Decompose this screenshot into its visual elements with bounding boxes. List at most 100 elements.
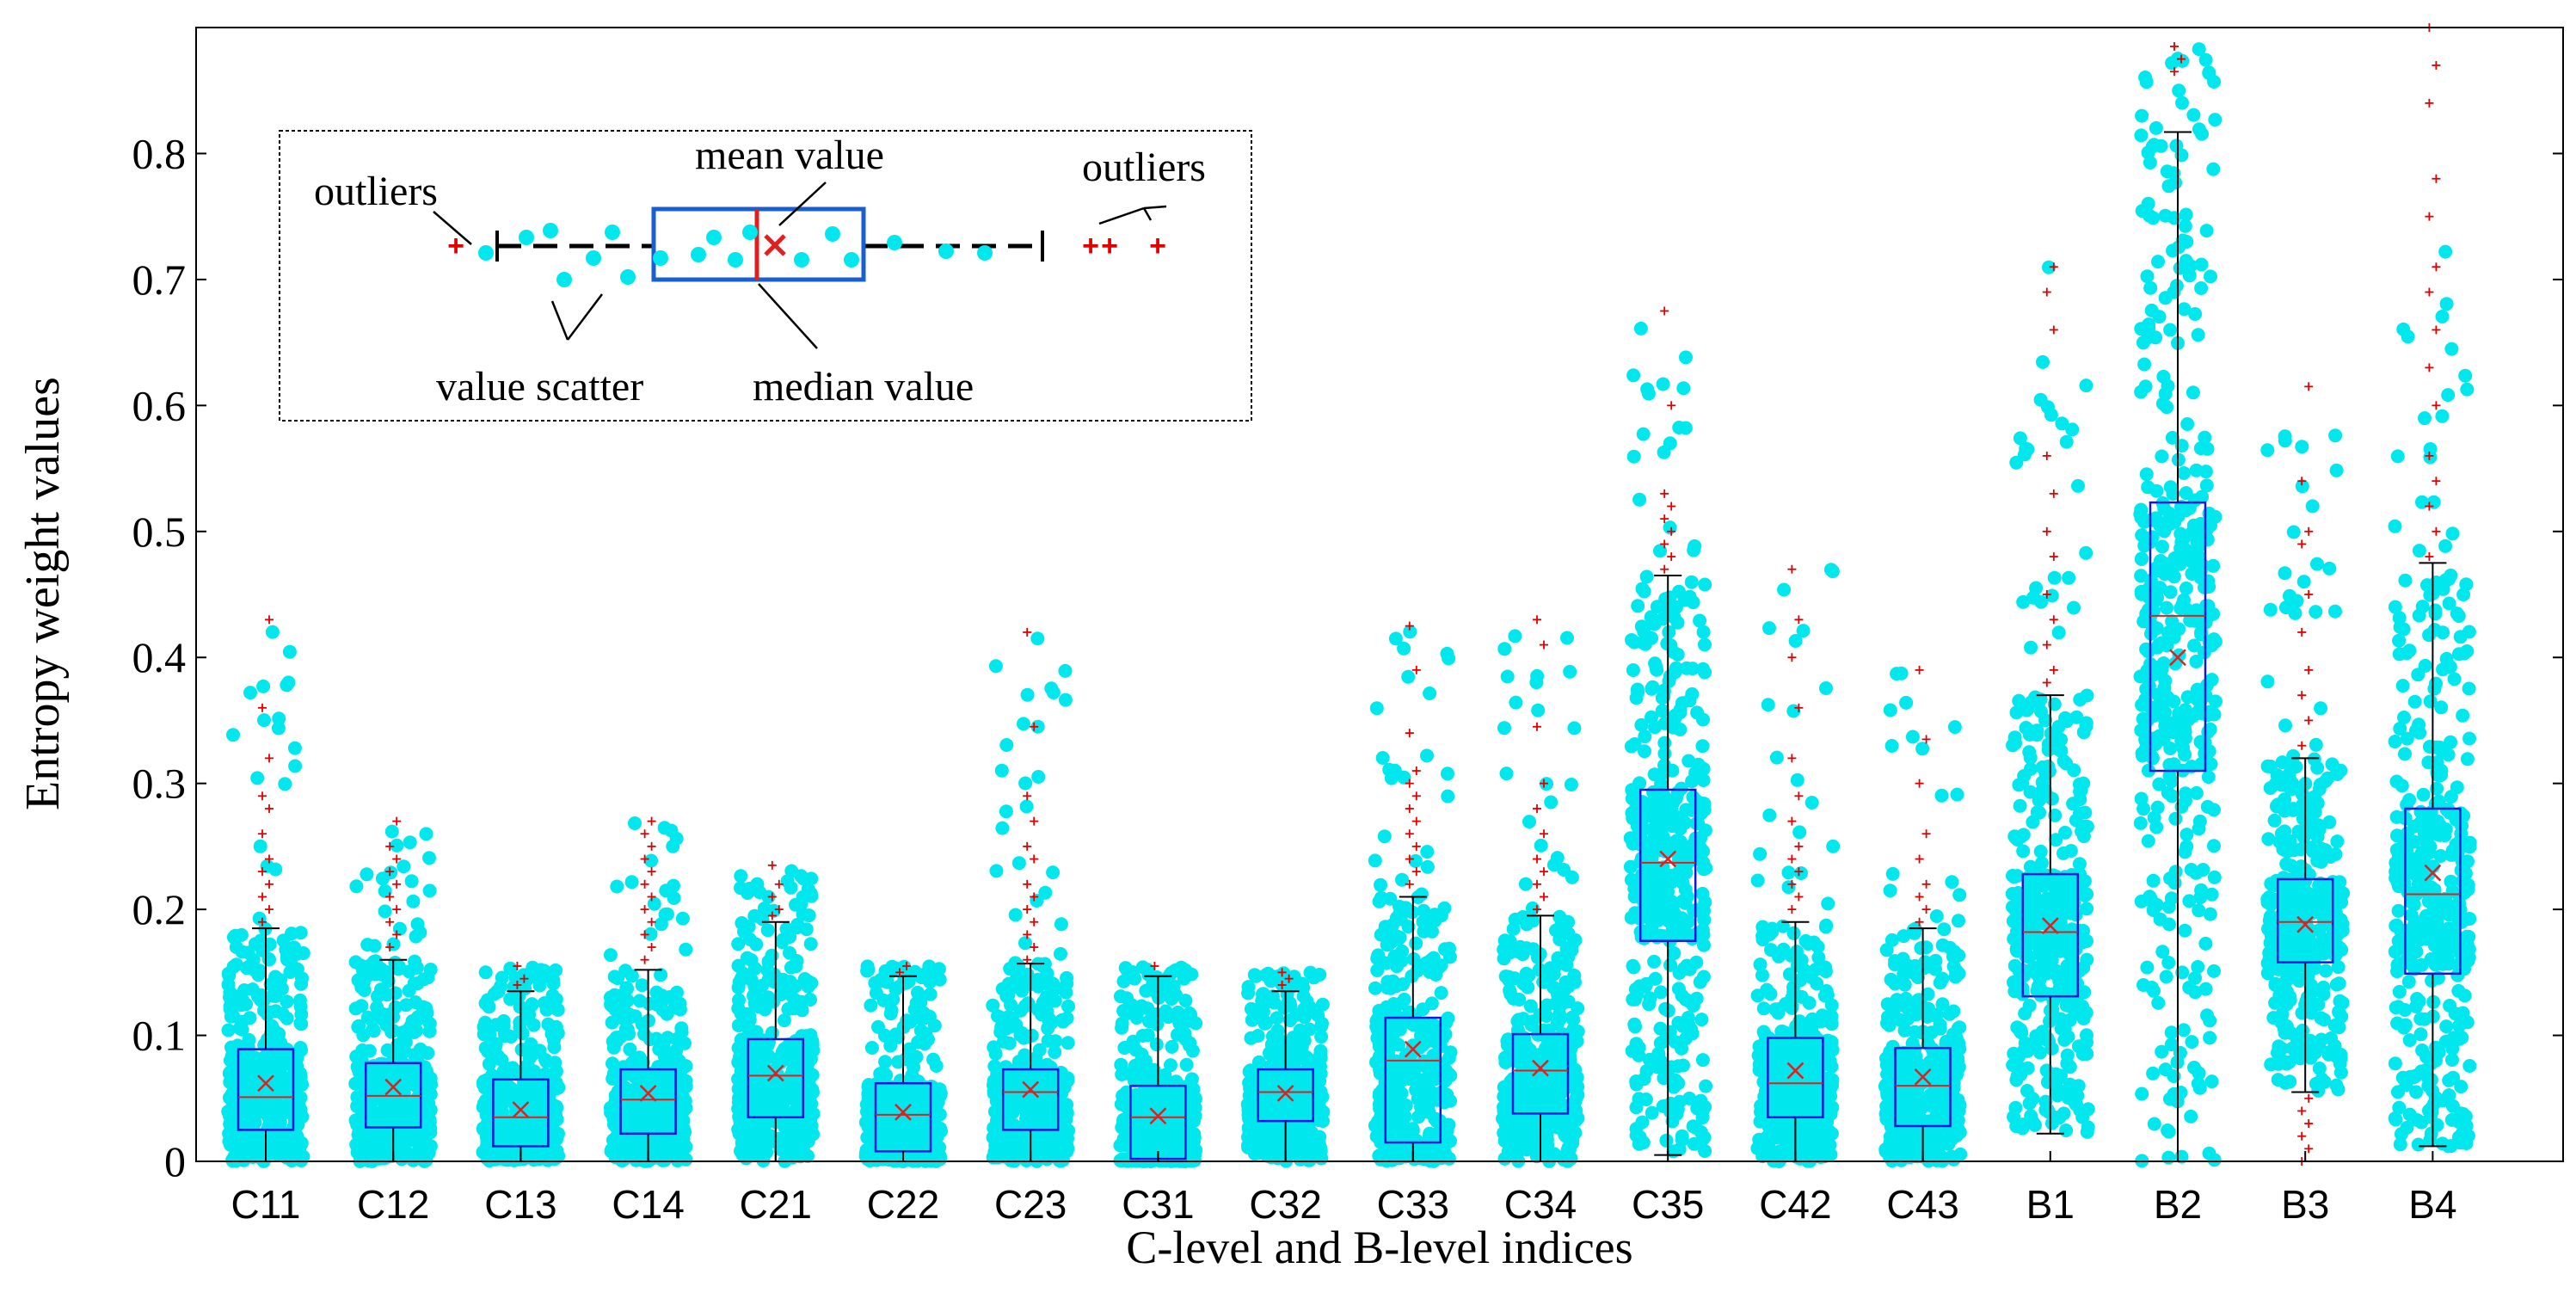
box-C33 bbox=[1384, 1016, 1442, 1144]
value-scatter-C42 bbox=[1750, 563, 1841, 1168]
x-tick-label-C14: C14 bbox=[612, 1182, 684, 1227]
mean-marker-C33 bbox=[1404, 1040, 1422, 1058]
plot-area-frame bbox=[195, 27, 2564, 1162]
y-tick-label: 0 bbox=[164, 1137, 186, 1185]
box-C13 bbox=[492, 1078, 550, 1148]
mean-marker-C22 bbox=[895, 1104, 912, 1121]
y-tick-label: 0.4 bbox=[132, 633, 187, 681]
outliers-C13 bbox=[513, 962, 529, 989]
outliers-C11 bbox=[258, 615, 274, 927]
box-C32 bbox=[1257, 1068, 1314, 1123]
value-scatter-B2 bbox=[2133, 42, 2222, 1168]
x-tick-label-C23: C23 bbox=[994, 1182, 1067, 1227]
outliers-C21 bbox=[767, 860, 784, 920]
whisker-B3 bbox=[2291, 757, 2320, 1093]
legend-label-outliers-right: outliers bbox=[1082, 145, 1206, 190]
value-scatter-B3 bbox=[2260, 428, 2351, 1098]
legend-value-scatter bbox=[478, 223, 993, 287]
x-axis-label: C-level and B-level indices bbox=[1126, 1222, 1632, 1273]
legend-label-mean-value: mean value bbox=[695, 132, 884, 178]
mean-marker-C34 bbox=[1532, 1059, 1549, 1077]
box-B2 bbox=[2149, 501, 2207, 773]
mean-marker-B4 bbox=[2424, 864, 2442, 882]
x-tick-label-B2: B2 bbox=[2154, 1182, 2202, 1227]
legend-outlier-markers: + + + + bbox=[447, 230, 1166, 262]
mean-marker-C11 bbox=[257, 1074, 274, 1093]
x-tick-label-B1: B1 bbox=[2026, 1182, 2075, 1227]
mean-marker-C21 bbox=[766, 1064, 784, 1082]
y-tick-label: 0.3 bbox=[132, 760, 187, 808]
x-tick-label-C21: C21 bbox=[740, 1182, 812, 1227]
x-tick-label-C31: C31 bbox=[1122, 1182, 1194, 1227]
mean-marker-B2 bbox=[2169, 649, 2186, 667]
box-B4 bbox=[2404, 807, 2462, 976]
legend-pointer-lines bbox=[433, 182, 1167, 349]
mean-marker-C31 bbox=[1149, 1107, 1167, 1125]
whisker-C35 bbox=[1654, 575, 1682, 1156]
legend-label-value-scatter: value scatter bbox=[436, 364, 643, 409]
x-axis: C11 C12 C13 C14 C21 C22 C23 C31 C32 C33 C34 C35 C42 C… bbox=[231, 1151, 2457, 1227]
box-C23 bbox=[1001, 1068, 1060, 1131]
value-scatter-B4 bbox=[2388, 244, 2477, 1154]
box-C21 bbox=[747, 1037, 805, 1118]
outliers-C32 bbox=[1277, 968, 1294, 989]
value-scatter-C34 bbox=[1496, 629, 1585, 1168]
box-B3 bbox=[2276, 877, 2334, 963]
outliers-B2 bbox=[2170, 41, 2186, 77]
x-tick-label-C12: C12 bbox=[357, 1182, 429, 1227]
x-tick-label-C43: C43 bbox=[1886, 1182, 1958, 1227]
y-axis-label: Entropy weight values bbox=[16, 377, 70, 810]
outliers-B4 bbox=[2425, 23, 2441, 562]
y-tick-label: 0.6 bbox=[132, 381, 187, 429]
x-tick-label-C42: C42 bbox=[1759, 1182, 1831, 1227]
mean-marker-C12 bbox=[384, 1078, 403, 1096]
mean-marker-C23 bbox=[1022, 1080, 1040, 1099]
outliers-C23 bbox=[1023, 627, 1039, 964]
value-scatter-C22 bbox=[858, 959, 948, 1168]
box-B1 bbox=[2021, 872, 2080, 998]
x-tick-label-C35: C35 bbox=[1632, 1182, 1704, 1227]
x-tick-label-B4: B4 bbox=[2408, 1182, 2456, 1227]
value-scatter-C23 bbox=[986, 631, 1076, 1168]
box-C14 bbox=[619, 1068, 677, 1136]
y-tick-label: 0.5 bbox=[132, 508, 187, 556]
y-tick-label: 0.7 bbox=[132, 255, 187, 304]
value-scatter-B1 bbox=[2005, 260, 2095, 1139]
value-scatter-C14 bbox=[603, 816, 693, 1168]
box-C34 bbox=[1511, 1032, 1570, 1115]
outliers-C35 bbox=[1660, 306, 1676, 574]
outliers-C31 bbox=[1150, 962, 1159, 971]
mean-marker-C13 bbox=[512, 1101, 530, 1118]
mean-marker-C35 bbox=[1659, 850, 1677, 868]
y-tick-label: 0.2 bbox=[132, 885, 187, 933]
x-tick-label-C13: C13 bbox=[484, 1182, 556, 1227]
scatter-layer bbox=[221, 42, 2477, 1168]
value-scatter-C43 bbox=[1878, 666, 1968, 1168]
x-tick-label-C11: C11 bbox=[231, 1182, 301, 1227]
legend-mean-marker bbox=[764, 234, 786, 256]
y-tick-label: 0.8 bbox=[132, 129, 187, 177]
x-tick-label-C32: C32 bbox=[1249, 1182, 1321, 1227]
box-C11 bbox=[237, 1048, 295, 1131]
outliers-C43 bbox=[1915, 665, 1931, 927]
outliers-C34 bbox=[1533, 615, 1548, 914]
mean-marker-C14 bbox=[639, 1085, 657, 1102]
y-tick-label: 0.1 bbox=[132, 1012, 187, 1060]
x-tick-label-B3: B3 bbox=[2281, 1182, 2329, 1227]
mean-marker-C42 bbox=[1786, 1062, 1804, 1080]
mean-marker-C32 bbox=[1276, 1085, 1294, 1102]
legend-label-median-value: median value bbox=[753, 364, 974, 409]
outliers-C22 bbox=[895, 962, 911, 977]
outliers-C12 bbox=[385, 816, 402, 952]
legend-inset: + + + + outliers mean value outliers val… bbox=[279, 130, 1252, 422]
whisker-B4 bbox=[2419, 562, 2447, 1148]
mean-marker-B3 bbox=[2296, 915, 2315, 933]
whisker-B1 bbox=[2036, 694, 2064, 1135]
x-tick-label-C22: C22 bbox=[867, 1182, 939, 1227]
x-tick-label-C33: C33 bbox=[1377, 1182, 1449, 1227]
mean-marker-C43 bbox=[1914, 1068, 1932, 1086]
outliers-C14 bbox=[640, 816, 656, 964]
box-layer bbox=[237, 23, 2462, 1166]
legend-label-outliers-left: outliers bbox=[314, 169, 438, 214]
